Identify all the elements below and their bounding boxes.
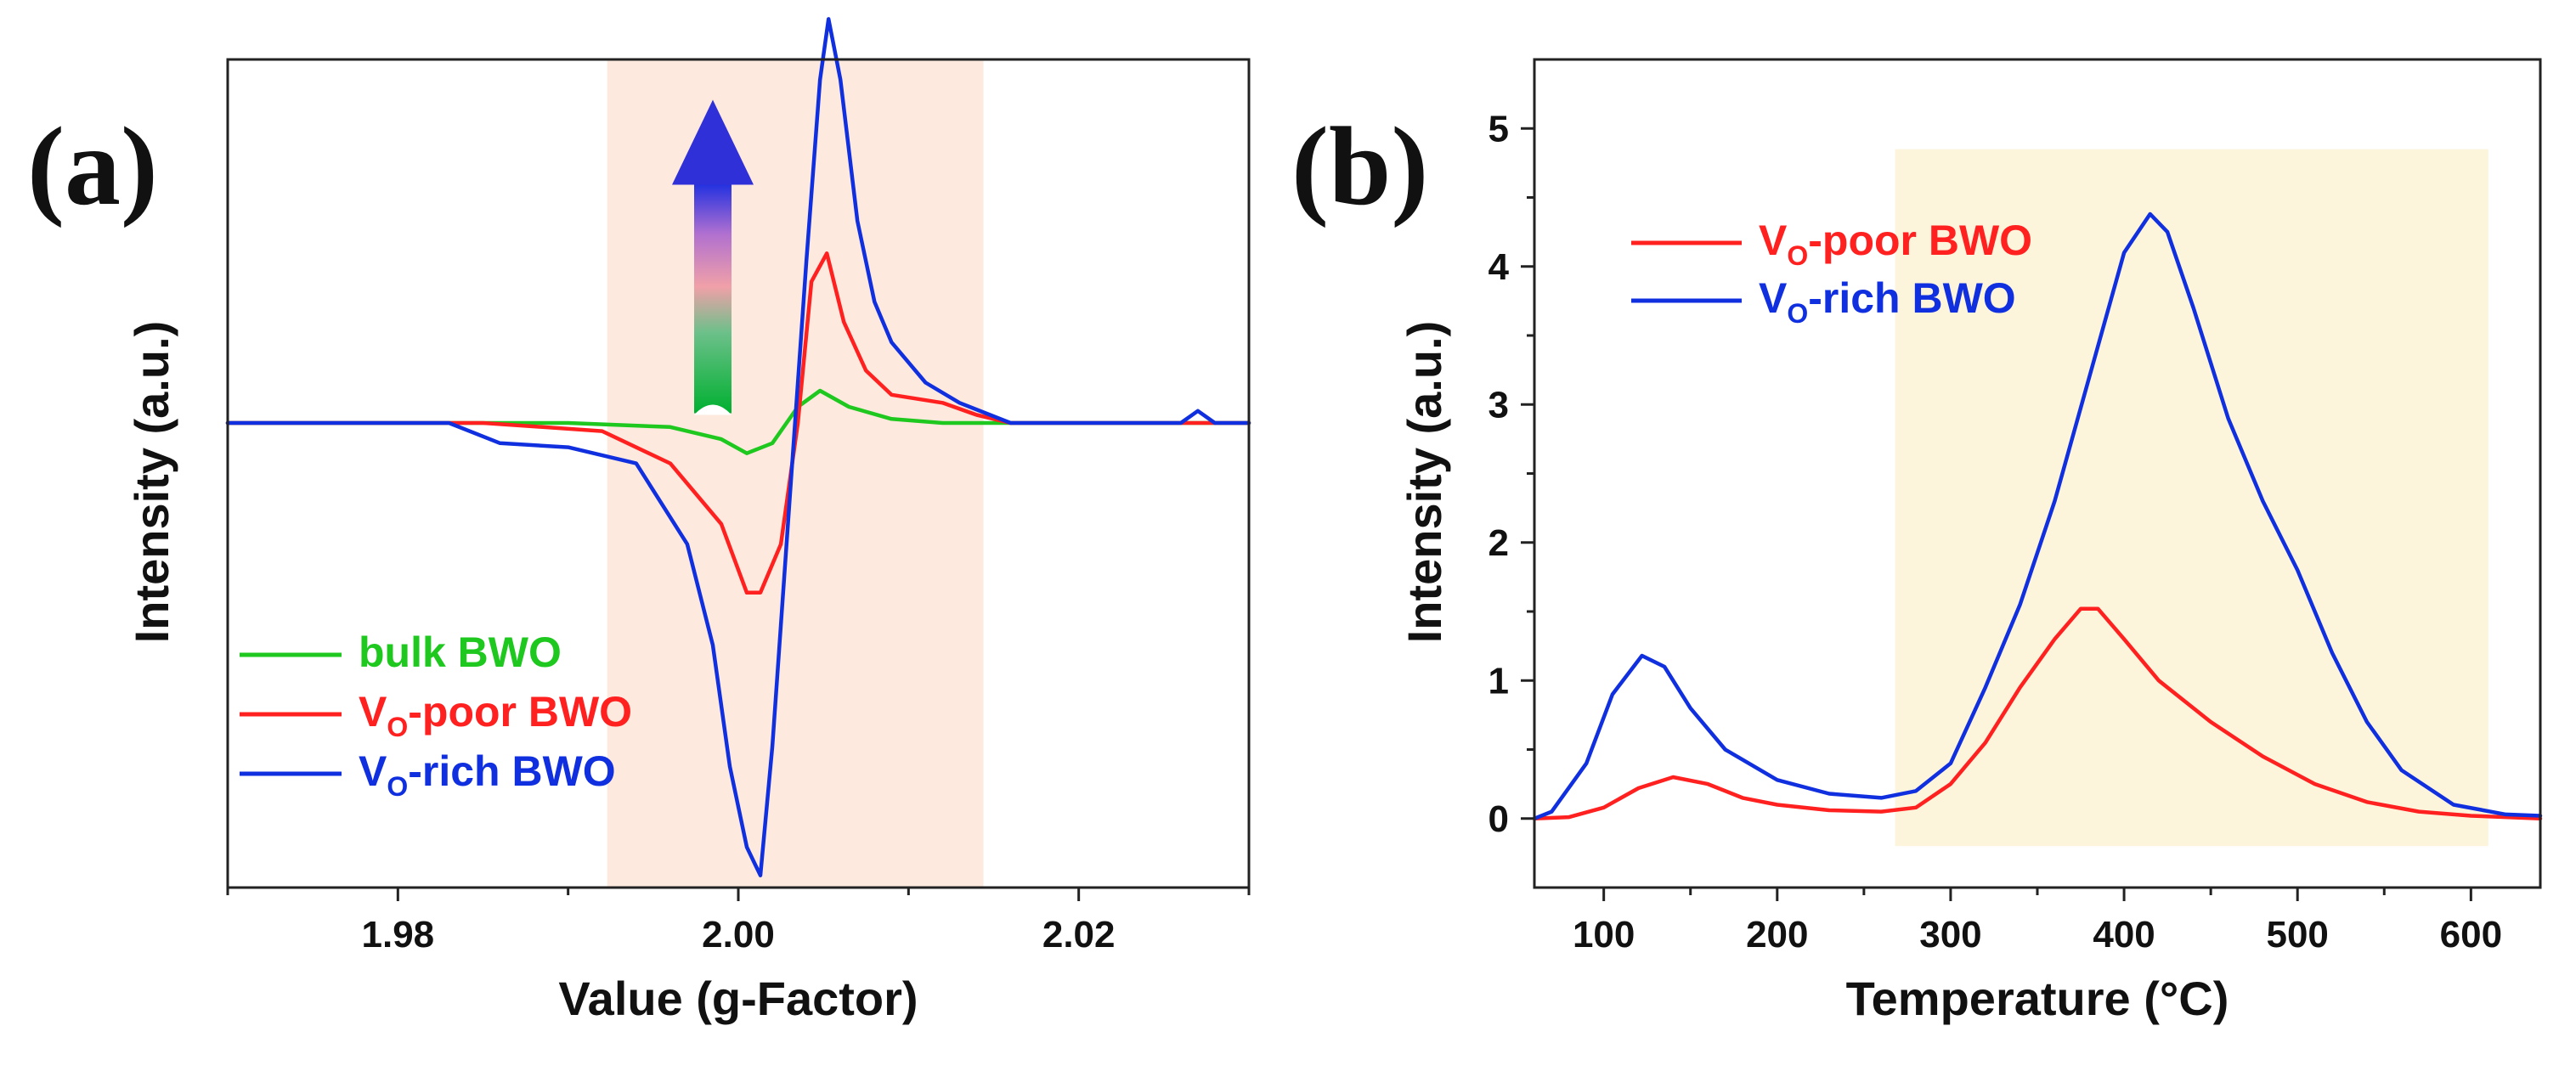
b-ytick-label: 2 bbox=[1489, 522, 1509, 564]
a-arrow-shaft bbox=[694, 183, 732, 414]
a-xtick-label: 1.98 bbox=[362, 914, 435, 955]
a-legend-label-rich: VO-rich BWO bbox=[359, 747, 616, 802]
b-xtick-label: 300 bbox=[1919, 914, 1981, 955]
a-legend-label-poor: VO-poor BWO bbox=[359, 688, 632, 742]
a-series-poor-line bbox=[225, 251, 1251, 595]
panel-b-label: (b) bbox=[1291, 104, 1428, 228]
a-xlabel: Value (g-Factor) bbox=[558, 972, 918, 1025]
b-ytick-label: 5 bbox=[1489, 108, 1509, 149]
panel-a: (a) 1.98 2.00 2.02 Value (g-Factor) Intens… bbox=[27, 17, 1251, 1025]
b-xtick-label: 500 bbox=[2266, 914, 2328, 955]
panel-b: (b) 100 200 300 400 500 600 0 1 2 3 4 5 Temperatur… bbox=[1291, 58, 2543, 1025]
a-xtick-label: 2.02 bbox=[1042, 914, 1116, 955]
b-xtick-label: 600 bbox=[2440, 914, 2502, 955]
b-xtick-label: 100 bbox=[1573, 914, 1635, 955]
b-ytick-label: 1 bbox=[1489, 660, 1509, 702]
a-shaded-region bbox=[607, 59, 984, 888]
a-increase-arrow bbox=[672, 99, 754, 415]
b-ylabel: Intensity (a.u.) bbox=[1398, 321, 1451, 644]
b-series-rich-line bbox=[1532, 211, 2543, 821]
a-ylabel: Intensity (a.u.) bbox=[125, 321, 178, 644]
b-ytick-label: 4 bbox=[1489, 246, 1510, 288]
b-xtick-label: 200 bbox=[1746, 914, 1808, 955]
a-series-bulk-line bbox=[225, 388, 1251, 455]
b-legend-label-rich: VO-rich BWO bbox=[1759, 274, 2016, 329]
b-xtick-label: 400 bbox=[2093, 914, 2155, 955]
a-series-rich-line bbox=[225, 17, 1251, 877]
a-legend-label-bulk: bulk BWO bbox=[359, 629, 562, 676]
a-xtick-label: 2.00 bbox=[702, 914, 775, 955]
a-arrow-head bbox=[672, 99, 754, 185]
b-xlabel: Temperature (°C) bbox=[1846, 972, 2229, 1025]
b-ytick-label: 3 bbox=[1489, 384, 1509, 426]
panel-a-label: (a) bbox=[27, 104, 158, 228]
a-arrow-notch bbox=[694, 404, 732, 415]
b-legend-label-poor: VO-poor BWO bbox=[1759, 217, 2032, 271]
b-ytick-label: 0 bbox=[1489, 798, 1509, 840]
b-series-poor-line bbox=[1532, 606, 2543, 821]
